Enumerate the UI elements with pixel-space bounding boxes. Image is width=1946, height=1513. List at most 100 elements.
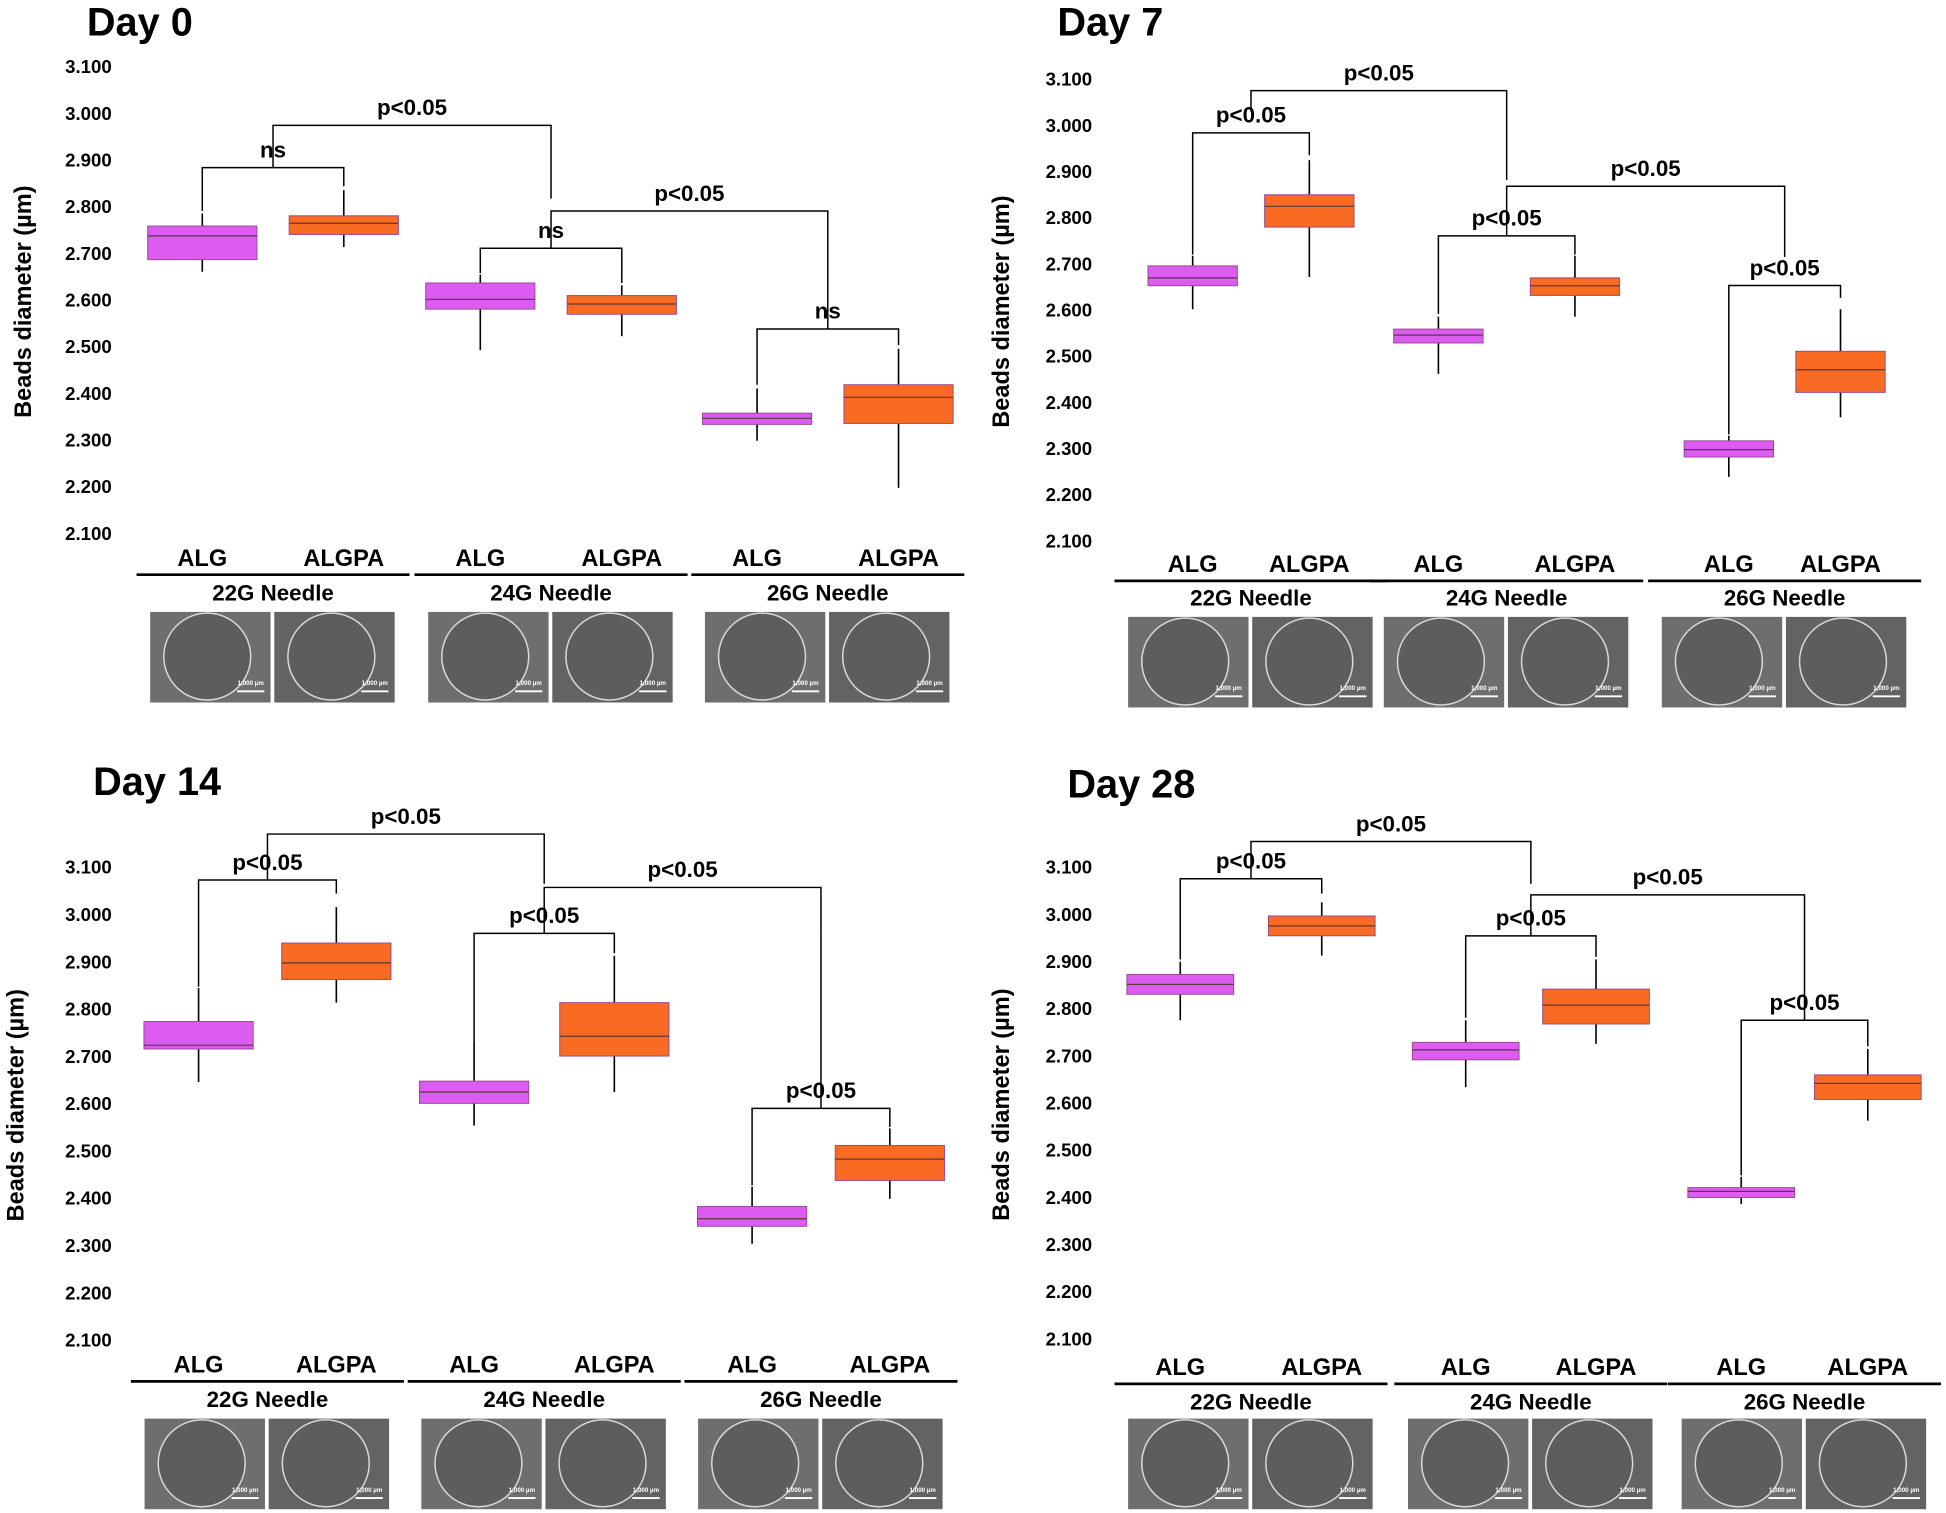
scale-bar-label: 1,000 µm — [1216, 1487, 1243, 1494]
x-tick-label: ALG — [1441, 1354, 1491, 1380]
group-label: 24G Needle — [1470, 1390, 1592, 1415]
scale-bar-label: 1,000 µm — [362, 680, 389, 687]
panel: Day 28 Beads diameter (µm) 2.100 2.200 2.300… — [988, 762, 1942, 1510]
group-label: 22G Needle — [1190, 585, 1312, 610]
x-tick-label: ALG — [455, 545, 505, 571]
y-tick-label: 2.800 — [65, 196, 112, 217]
significance-bracket — [1728, 284, 1842, 435]
y-tick-label: 3.100 — [65, 56, 112, 77]
significance-label: p<0.05 — [654, 181, 724, 206]
y-tick-label: 2.600 — [65, 1093, 112, 1114]
significance-label: p<0.05 — [1769, 990, 1839, 1015]
panel-title: Day 0 — [87, 0, 193, 44]
box — [1393, 328, 1484, 344]
box — [1542, 988, 1650, 1025]
scale-bar-label: 1,000 µm — [516, 680, 543, 687]
y-axis-label: Beads diameter (µm) — [3, 989, 29, 1221]
box — [1411, 1041, 1520, 1061]
bead-outline — [1396, 617, 1486, 706]
y-tick-label: 3.100 — [1046, 69, 1093, 90]
box — [281, 942, 392, 980]
scale-bar-label: 1,000 µm — [1340, 1487, 1367, 1494]
y-axis-label: Beads diameter (µm) — [10, 185, 36, 417]
group-label: 26G Needle — [760, 1387, 882, 1412]
bead-outline — [1545, 1419, 1634, 1508]
box — [1813, 1074, 1922, 1100]
y-tick-label: 3.000 — [1046, 115, 1093, 136]
scale-bar-label: 1,000 µm — [633, 1487, 660, 1494]
bead-outline — [717, 612, 807, 701]
x-tick-label: ALGPA — [303, 545, 384, 571]
bead-outline — [163, 612, 252, 701]
scale-bar-label: 1,000 µm — [792, 680, 819, 687]
significance-bracket — [1250, 840, 1532, 884]
bead-outline — [558, 1419, 647, 1508]
scale-bar-label: 1,000 µm — [910, 1487, 937, 1494]
x-tick-label: ALGPA — [1269, 551, 1350, 577]
x-tick-label: ALGPA — [574, 1352, 655, 1378]
group-label: 24G Needle — [490, 580, 612, 605]
box — [1795, 350, 1886, 393]
y-tick-label: 2.800 — [1046, 998, 1093, 1019]
box — [1687, 1187, 1796, 1199]
y-tick-label: 2.200 — [65, 1282, 112, 1303]
box — [425, 282, 536, 310]
y-tick-label: 3.000 — [65, 103, 112, 124]
bead-outline — [1818, 1419, 1908, 1508]
y-tick-label: 2.300 — [1046, 438, 1093, 459]
scale-bar-label: 1,000 µm — [640, 680, 667, 687]
y-tick-label: 2.800 — [65, 999, 112, 1020]
significance-bracket — [201, 166, 345, 212]
y-tick-label: 3.100 — [1046, 857, 1093, 878]
y-tick-label: 2.500 — [65, 1140, 112, 1161]
bead-outline — [1265, 1419, 1354, 1508]
box — [1529, 277, 1621, 296]
x-tick-label: ALGPA — [1281, 1354, 1362, 1380]
y-tick-label: 2.700 — [1046, 253, 1093, 274]
significance-label: p<0.05 — [1344, 60, 1414, 85]
significance-label: p<0.05 — [1633, 865, 1703, 890]
y-tick-label: 2.400 — [1046, 1187, 1093, 1208]
group-label: 22G Needle — [212, 580, 334, 605]
y-tick-label: 2.300 — [1046, 1234, 1093, 1255]
bead-outline — [1520, 617, 1610, 706]
significance-bracket — [1437, 235, 1576, 315]
y-tick-label: 2.400 — [65, 383, 112, 404]
bead-outline — [835, 1419, 924, 1508]
y-tick-label: 2.900 — [1046, 161, 1093, 182]
significance-label: ns — [815, 299, 841, 324]
scale-bar-label: 1,000 µm — [1495, 1487, 1522, 1494]
bead-outline — [1141, 617, 1230, 706]
scale-bar-label: 1,000 µm — [238, 680, 265, 687]
y-tick-label: 2.600 — [1046, 1093, 1093, 1114]
scale-bar-label: 1,000 µm — [1893, 1487, 1920, 1494]
scale-bar-label: 1,000 µm — [1595, 685, 1622, 692]
bead-outline — [841, 612, 931, 701]
x-tick-label: ALGPA — [849, 1352, 930, 1378]
y-tick-label: 3.000 — [1046, 904, 1093, 925]
bead-outline — [1694, 1419, 1783, 1508]
y-tick-label: 2.400 — [1046, 392, 1093, 413]
significance-bracket — [1191, 132, 1311, 255]
y-tick-label: 2.300 — [65, 1235, 112, 1256]
significance-bracket — [1530, 894, 1806, 1021]
scale-bar-label: 1,000 µm — [1619, 1487, 1646, 1494]
x-tick-label: ALG — [1704, 551, 1754, 577]
bead-outline — [157, 1419, 246, 1508]
x-tick-label: ALG — [1168, 551, 1218, 577]
significance-bracket — [479, 247, 623, 284]
box — [1147, 265, 1238, 287]
y-tick-label: 2.600 — [1046, 299, 1093, 320]
y-tick-label: 2.700 — [1046, 1045, 1093, 1066]
box — [147, 225, 258, 261]
box — [1683, 440, 1774, 458]
bead-outline — [565, 612, 654, 701]
significance-bracket — [1505, 185, 1786, 257]
box — [1264, 194, 1355, 228]
bead-outline — [287, 612, 376, 701]
bead-outline — [1420, 1419, 1510, 1508]
scale-bar-label: 1,000 µm — [1769, 1487, 1796, 1494]
x-tick-label: ALG — [177, 545, 227, 571]
